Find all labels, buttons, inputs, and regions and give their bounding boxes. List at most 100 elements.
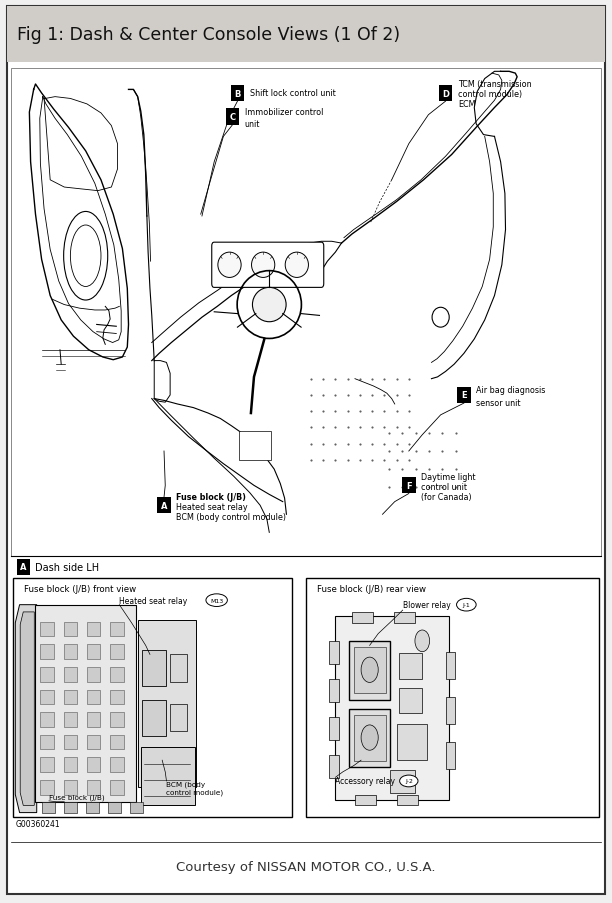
Text: M13: M13 xyxy=(210,598,223,603)
Text: A: A xyxy=(161,501,167,510)
Bar xyxy=(64,667,77,682)
Bar xyxy=(40,645,54,659)
Bar xyxy=(397,724,427,760)
Bar xyxy=(141,747,195,805)
Bar xyxy=(64,780,77,795)
Bar xyxy=(42,802,55,813)
Text: E: E xyxy=(461,391,467,400)
Ellipse shape xyxy=(400,775,418,787)
Text: J-2: J-2 xyxy=(405,778,412,784)
Text: ECM: ECM xyxy=(458,100,476,109)
Bar xyxy=(87,622,100,637)
Bar xyxy=(40,690,54,704)
Text: Daytime light: Daytime light xyxy=(421,472,476,481)
Text: Shift lock control unit: Shift lock control unit xyxy=(250,88,335,98)
Text: Fig 1: Dash & Center Console Views (1 Of 2): Fig 1: Dash & Center Console Views (1 Of… xyxy=(17,26,400,44)
Ellipse shape xyxy=(206,594,228,607)
Bar xyxy=(110,712,124,727)
Bar xyxy=(157,498,171,514)
Bar xyxy=(349,641,390,700)
Bar xyxy=(40,712,54,727)
Bar xyxy=(110,780,124,795)
Text: Accessory relay: Accessory relay xyxy=(335,777,395,786)
Bar xyxy=(87,780,100,795)
Bar xyxy=(86,802,99,813)
Bar xyxy=(399,654,422,679)
Text: BCM (body control module): BCM (body control module) xyxy=(176,512,286,521)
Circle shape xyxy=(361,657,378,683)
Text: B: B xyxy=(234,89,241,98)
Bar xyxy=(40,735,54,749)
Bar xyxy=(329,679,339,703)
Text: TCM (transmission: TCM (transmission xyxy=(458,80,531,89)
Circle shape xyxy=(361,725,378,750)
Bar xyxy=(329,755,339,778)
Ellipse shape xyxy=(285,253,308,278)
Bar xyxy=(226,109,239,126)
Bar xyxy=(87,758,100,772)
Bar xyxy=(40,780,54,795)
Bar xyxy=(64,622,77,637)
Bar xyxy=(17,559,30,575)
Bar xyxy=(110,667,124,682)
Text: unit: unit xyxy=(245,120,260,129)
Text: Blower relay: Blower relay xyxy=(403,600,450,610)
Bar xyxy=(13,578,292,817)
Bar xyxy=(35,605,136,802)
Text: (for Canada): (for Canada) xyxy=(421,492,472,501)
Bar xyxy=(446,742,455,769)
Text: sensor unit: sensor unit xyxy=(476,398,521,407)
Ellipse shape xyxy=(457,599,476,611)
Text: Fuse block (J/B) front view: Fuse block (J/B) front view xyxy=(24,584,136,593)
Text: Courtesy of NISSAN MOTOR CO., U.S.A.: Courtesy of NISSAN MOTOR CO., U.S.A. xyxy=(176,861,436,873)
Ellipse shape xyxy=(432,308,449,328)
Bar xyxy=(108,802,121,813)
Bar xyxy=(87,645,100,659)
Bar xyxy=(170,655,187,682)
Bar xyxy=(352,612,373,623)
Bar xyxy=(64,758,77,772)
Text: A: A xyxy=(20,563,26,572)
Bar xyxy=(64,712,77,727)
Text: Heated seat relay: Heated seat relay xyxy=(119,596,188,605)
Text: J-1: J-1 xyxy=(463,602,470,608)
Polygon shape xyxy=(15,605,37,813)
Bar xyxy=(87,667,100,682)
Bar xyxy=(110,735,124,749)
Bar xyxy=(329,641,339,665)
Bar xyxy=(390,770,415,793)
Bar xyxy=(7,7,605,63)
Bar xyxy=(110,622,124,637)
Text: BCM (body
control module): BCM (body control module) xyxy=(166,781,223,795)
FancyBboxPatch shape xyxy=(335,617,449,800)
Text: Heated seat relay: Heated seat relay xyxy=(176,502,248,511)
Bar xyxy=(87,712,100,727)
Text: Fuse block (J/B): Fuse block (J/B) xyxy=(49,793,105,800)
Text: control unit: control unit xyxy=(421,482,467,491)
Text: Air bag diagnosis: Air bag diagnosis xyxy=(476,386,545,395)
Bar xyxy=(142,650,166,686)
Bar xyxy=(394,612,415,623)
Bar xyxy=(446,697,455,724)
Bar xyxy=(349,709,390,768)
Text: Fuse block (J/B) rear view: Fuse block (J/B) rear view xyxy=(317,584,426,593)
Bar xyxy=(329,717,339,740)
Bar xyxy=(231,86,244,102)
Bar xyxy=(239,432,271,461)
Polygon shape xyxy=(20,612,34,805)
Text: F: F xyxy=(406,481,412,490)
Text: control module): control module) xyxy=(458,90,522,99)
Bar xyxy=(130,802,143,813)
Bar xyxy=(355,795,376,805)
Bar xyxy=(354,647,386,694)
Text: D: D xyxy=(442,89,449,98)
Bar xyxy=(40,758,54,772)
Ellipse shape xyxy=(252,253,275,278)
Bar xyxy=(40,667,54,682)
Bar xyxy=(399,688,422,713)
Bar xyxy=(138,620,196,787)
Text: Fuse block (J/B): Fuse block (J/B) xyxy=(176,492,246,501)
FancyBboxPatch shape xyxy=(212,243,324,288)
Bar xyxy=(110,690,124,704)
Text: C: C xyxy=(230,113,236,122)
